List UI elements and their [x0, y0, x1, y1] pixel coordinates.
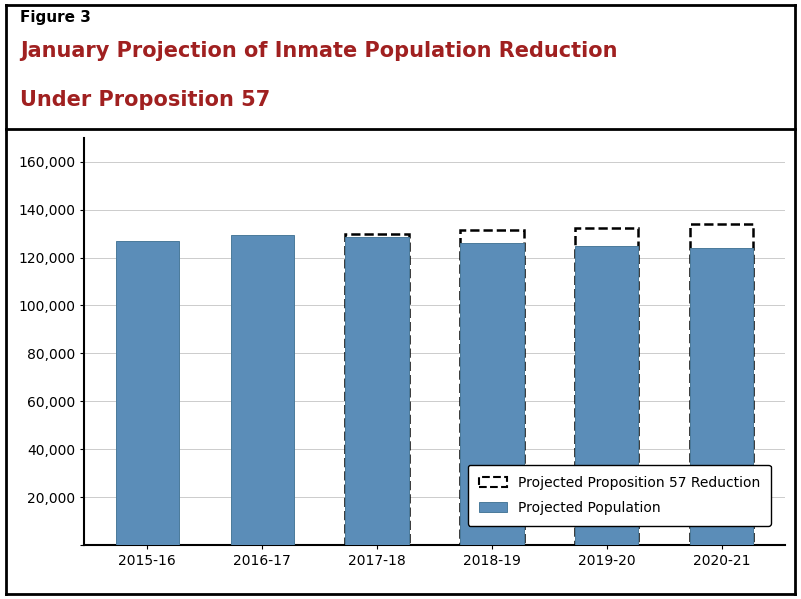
Bar: [345, 237, 409, 545]
Bar: [461, 230, 524, 545]
Bar: [461, 243, 524, 545]
Bar: [575, 228, 638, 545]
Text: January Projection of Inmate Population Reduction: January Projection of Inmate Population …: [20, 41, 618, 61]
Bar: [231, 235, 294, 545]
Bar: [690, 224, 754, 545]
Bar: [345, 234, 409, 545]
Text: Under Proposition 57: Under Proposition 57: [20, 90, 270, 110]
Bar: [575, 246, 638, 545]
Bar: [115, 241, 179, 545]
Text: Figure 3: Figure 3: [20, 10, 91, 25]
Bar: [690, 248, 754, 545]
Legend: Projected Proposition 57 Reduction, Projected Population: Projected Proposition 57 Reduction, Proj…: [468, 465, 771, 526]
